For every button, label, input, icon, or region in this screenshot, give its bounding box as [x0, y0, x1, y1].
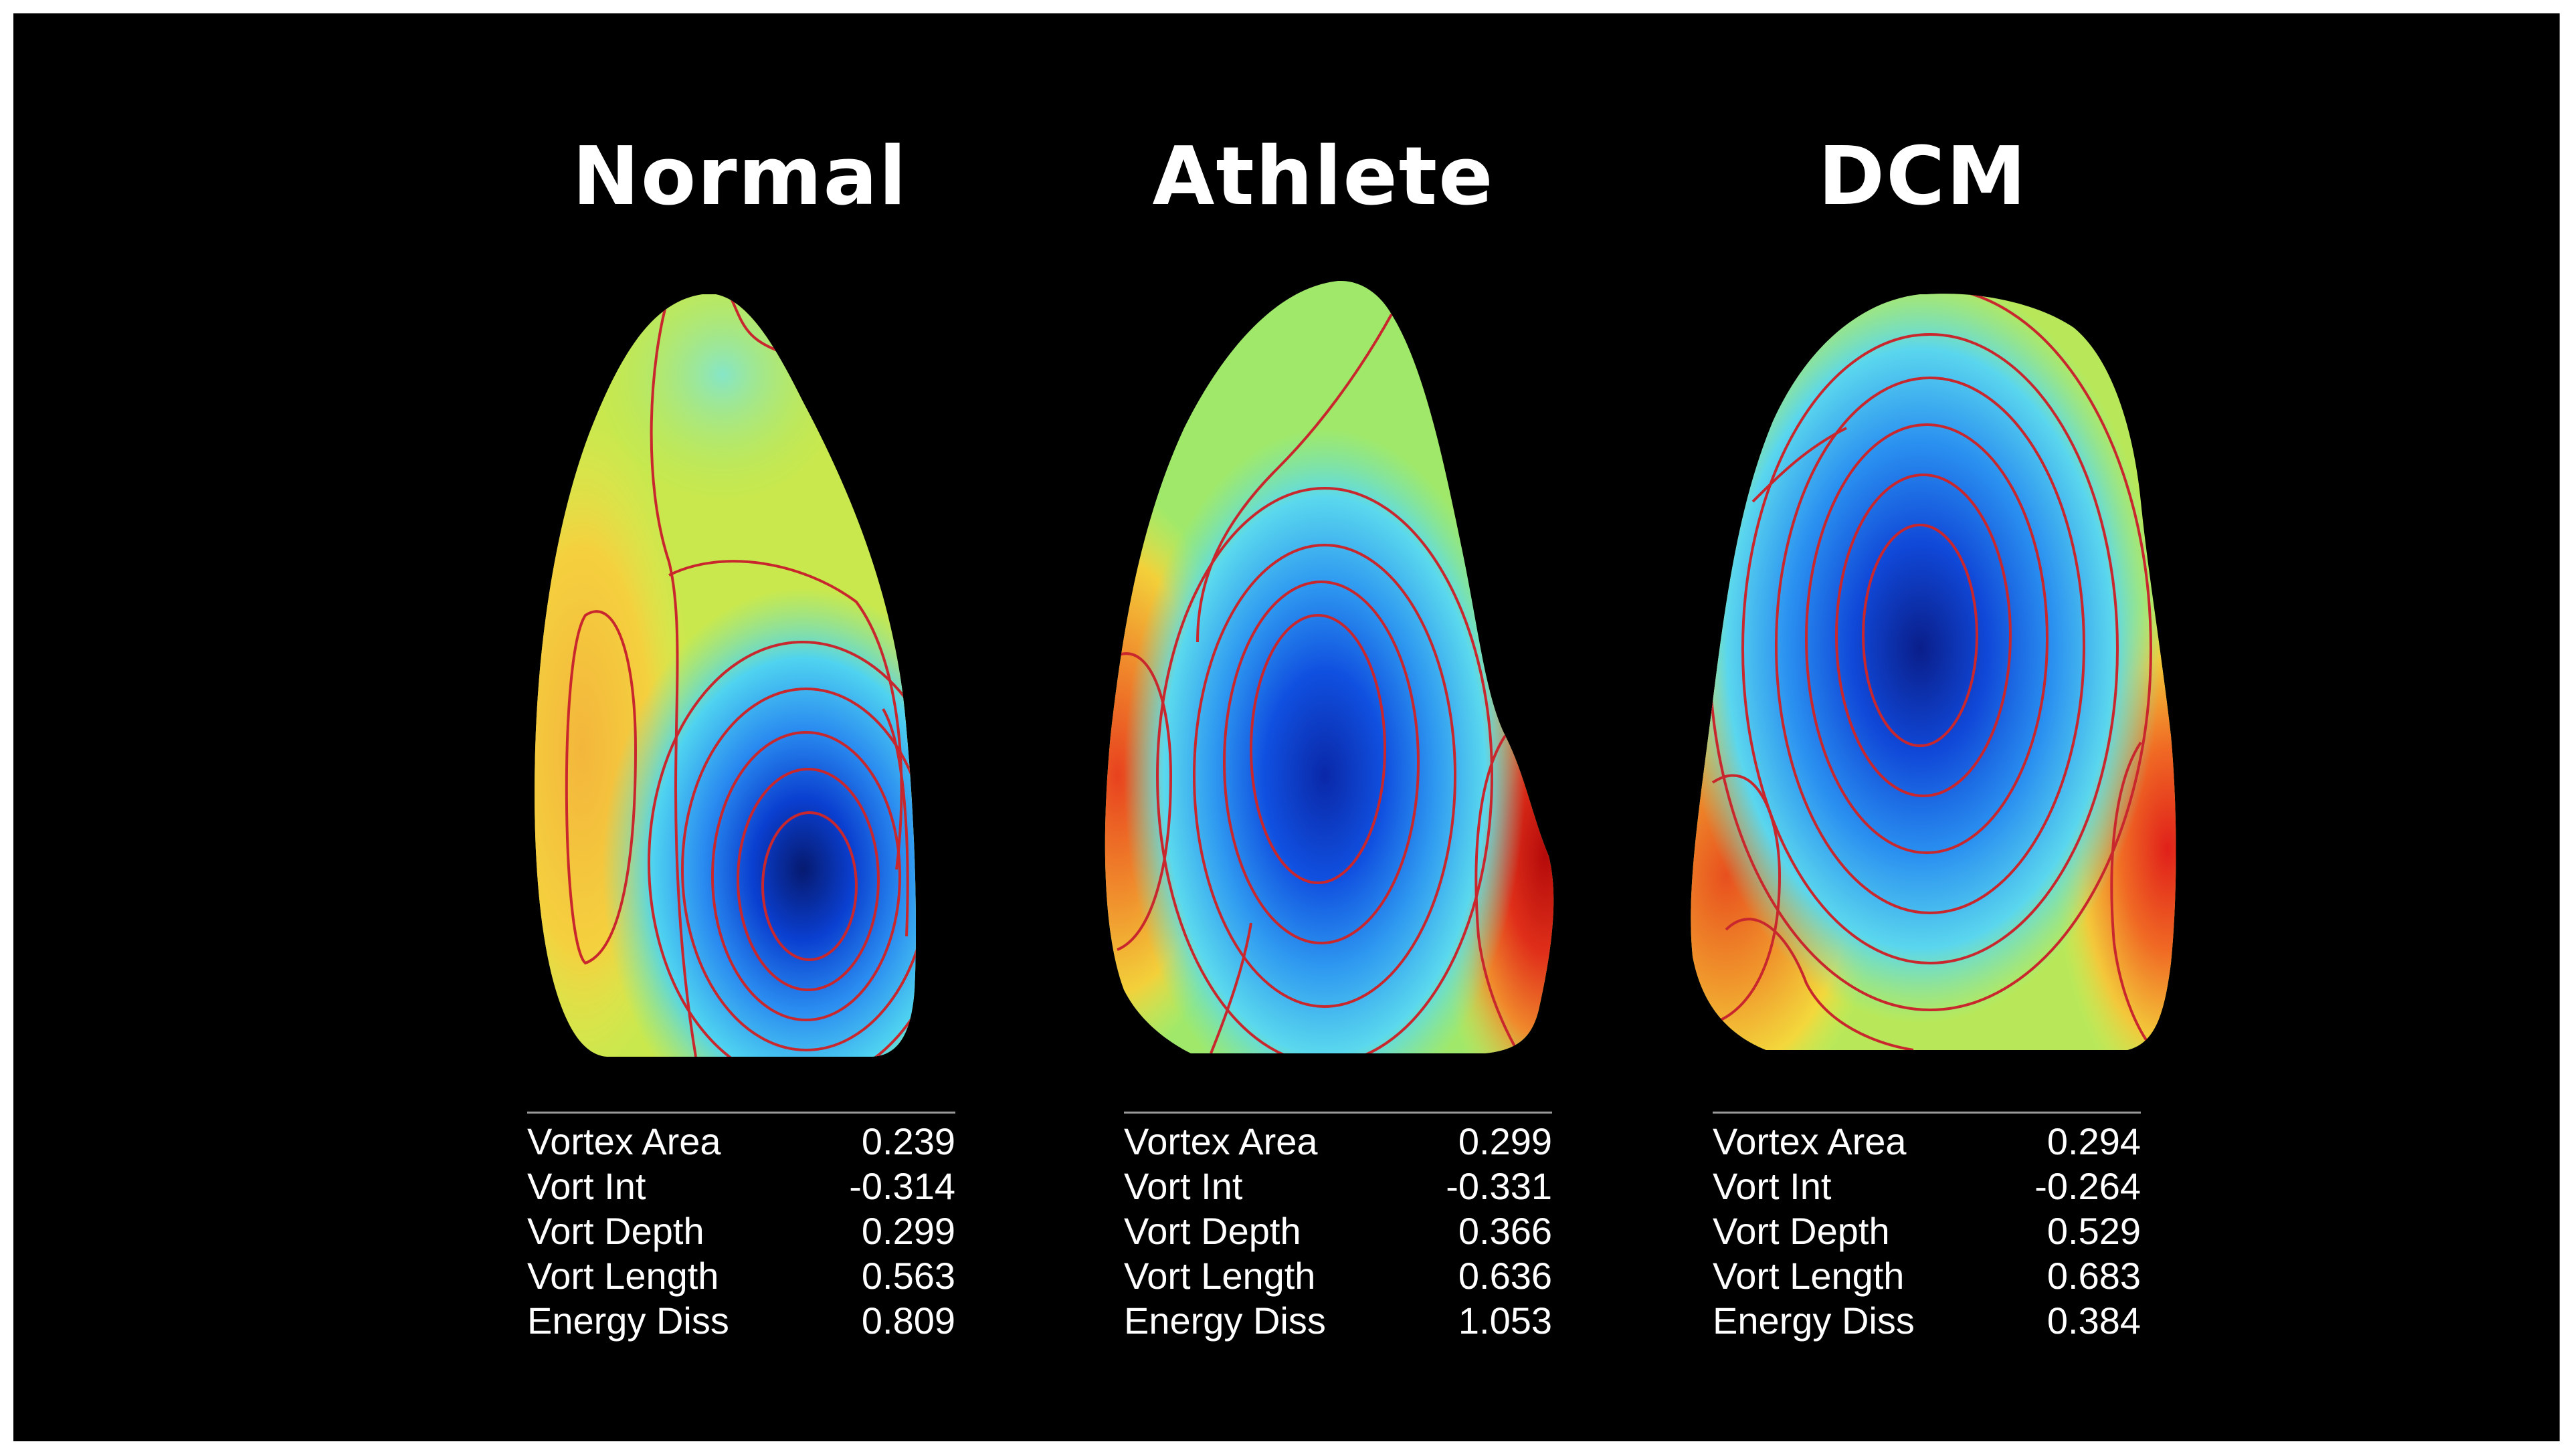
stat-value: -0.331 — [1446, 1165, 1552, 1207]
stat-label: Vort Depth — [1124, 1210, 1301, 1252]
stat-row: Vort Int -0.331 — [1124, 1164, 1552, 1209]
stat-label: Vort Int — [1713, 1165, 1832, 1207]
stat-row: Vort Depth 0.299 — [527, 1209, 955, 1253]
title-dcm: DCM — [1818, 130, 2028, 223]
stat-row: Energy Diss 0.384 — [1713, 1298, 2141, 1343]
stat-row: Vort Int -0.314 — [527, 1164, 955, 1209]
stat-label: Vort Length — [1713, 1255, 1905, 1297]
stat-value: 0.683 — [2046, 1255, 2141, 1297]
title-athlete: Athlete — [1152, 130, 1495, 223]
stat-label: Vort Length — [1124, 1255, 1316, 1297]
stat-label: Vortex Area — [1124, 1120, 1318, 1162]
stats-table-normal: Vortex Area 0.239 Vort Int -0.314 Vort Dep… — [527, 1112, 955, 1343]
ventricle-map-normal — [535, 294, 917, 1057]
stat-label: Vortex Area — [1713, 1120, 1907, 1162]
stat-label: Vort Int — [527, 1165, 646, 1207]
stats-table-dcm: Vortex Area 0.294 Vort Int -0.264 Vort Dep… — [1713, 1112, 2141, 1343]
stat-value: 0.529 — [2046, 1210, 2141, 1252]
stat-row: Vort Depth 0.529 — [1713, 1209, 2141, 1253]
stat-label: Energy Diss — [527, 1299, 729, 1342]
stat-value: 0.299 — [861, 1210, 955, 1252]
stats-table-athlete: Vortex Area 0.299 Vort Int -0.331 Vort Dep… — [1124, 1112, 1552, 1343]
stat-value: 0.239 — [861, 1120, 955, 1162]
stat-label: Vort Int — [1124, 1165, 1243, 1207]
stat-label: Energy Diss — [1124, 1299, 1326, 1342]
stat-value: -0.264 — [2034, 1165, 2141, 1207]
stat-label: Vort Depth — [1713, 1210, 1890, 1252]
stat-row: Vortex Area 0.294 — [1713, 1119, 2141, 1164]
stat-value: 1.053 — [1458, 1299, 1552, 1342]
stat-label: Energy Diss — [1713, 1299, 1915, 1342]
stat-row: Vort Length 0.683 — [1713, 1253, 2141, 1298]
stat-value: -0.314 — [849, 1165, 955, 1207]
stat-row: Vort Length 0.636 — [1124, 1253, 1552, 1298]
title-normal: Normal — [572, 130, 908, 223]
stat-value: 0.384 — [2046, 1299, 2141, 1342]
stat-row: Vort Depth 0.366 — [1124, 1209, 1552, 1253]
stat-value: 0.366 — [1458, 1210, 1552, 1252]
ventricle-map-dcm — [1691, 294, 2176, 1051]
stat-row: Vortex Area 0.299 — [1124, 1119, 1552, 1164]
stat-row: Vort Length 0.563 — [527, 1253, 955, 1298]
stat-label: Vort Depth — [527, 1210, 704, 1252]
stat-value: 0.563 — [861, 1255, 955, 1297]
stat-value: 0.299 — [1458, 1120, 1552, 1162]
stat-value: 0.809 — [861, 1299, 955, 1342]
stat-row: Vortex Area 0.239 — [527, 1119, 955, 1164]
stat-label: Vortex Area — [527, 1120, 721, 1162]
figure-canvas: Normal Athlete DCM — [13, 13, 2560, 1441]
stat-value: 0.294 — [2046, 1120, 2141, 1162]
stat-row: Vort Int -0.264 — [1713, 1164, 2141, 1209]
stat-value: 0.636 — [1458, 1255, 1552, 1297]
stat-row: Energy Diss 1.053 — [1124, 1298, 1552, 1343]
stat-row: Energy Diss 0.809 — [527, 1298, 955, 1343]
ventricle-map-athlete — [1105, 281, 1554, 1053]
stat-label: Vort Length — [527, 1255, 719, 1297]
